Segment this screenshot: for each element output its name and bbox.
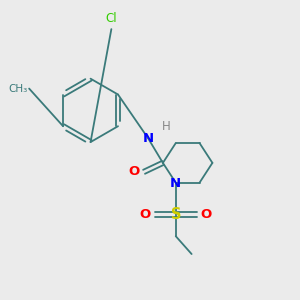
Text: O: O [140, 208, 151, 221]
Text: H: H [162, 120, 171, 133]
Text: S: S [170, 207, 181, 222]
Text: Cl: Cl [106, 12, 117, 25]
Text: N: N [170, 177, 181, 190]
Text: N: N [142, 132, 154, 145]
Text: CH₃: CH₃ [8, 84, 27, 94]
Text: O: O [200, 208, 212, 221]
Text: O: O [129, 165, 140, 178]
